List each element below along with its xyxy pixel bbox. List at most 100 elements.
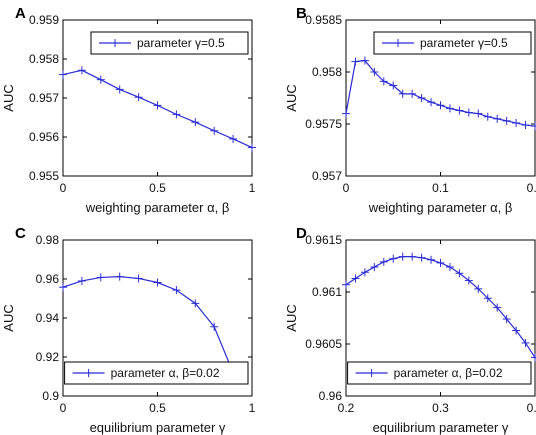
y-tick-label: 0.961 bbox=[312, 285, 342, 299]
data-point bbox=[191, 118, 200, 127]
panel-a: A 0 0.5 1 0.955 0.956 0.957 0.958 0.959 weighting… bbox=[1, 5, 256, 215]
data-point bbox=[370, 263, 379, 272]
data-point bbox=[248, 143, 256, 152]
x-tick-label: 0.3 bbox=[432, 401, 449, 415]
y-axis-label: AUC bbox=[1, 84, 16, 111]
panel-d: D 0.2 0.3 0.4 0.96 0.9605 0.961 0.9615 equilibri… bbox=[284, 225, 536, 435]
x-tick-label: 0.5 bbox=[149, 401, 166, 415]
data-point bbox=[502, 116, 511, 125]
data-point bbox=[96, 75, 105, 84]
data-point bbox=[134, 93, 143, 102]
data-point bbox=[417, 94, 426, 102]
data-point bbox=[531, 122, 536, 131]
data-point bbox=[77, 276, 86, 285]
legend: parameter α, β=0.02 bbox=[347, 361, 532, 385]
y-tick-label: 0.957 bbox=[29, 91, 59, 105]
y-tick-label: 0.958 bbox=[29, 52, 59, 66]
data-point bbox=[370, 68, 379, 76]
data-point bbox=[474, 109, 483, 118]
x-axis-label: weighting parameter α, β bbox=[85, 200, 230, 215]
y-tick-label: 0.958 bbox=[312, 65, 342, 79]
x-tick-label: 0 bbox=[60, 181, 67, 195]
y-tick-label: 0.957 bbox=[312, 169, 342, 183]
data-point bbox=[445, 104, 454, 113]
y-tick-label: 0.959 bbox=[29, 13, 59, 27]
legend-box bbox=[347, 361, 532, 385]
y-tick-label: 0.9615 bbox=[305, 233, 342, 247]
y-tick-label: 0.96 bbox=[319, 389, 343, 403]
data-point bbox=[77, 66, 86, 75]
x-axis-label: weighting parameter α, β bbox=[368, 200, 513, 215]
panel-label: C bbox=[15, 225, 26, 242]
legend-box bbox=[64, 361, 249, 385]
data-point bbox=[408, 89, 417, 98]
legend-label: parameter γ=0.5 bbox=[137, 36, 225, 50]
data-point bbox=[172, 110, 181, 119]
y-tick-label: 0.94 bbox=[36, 311, 60, 325]
data-point bbox=[360, 56, 369, 65]
data-point bbox=[360, 268, 369, 277]
data-point bbox=[521, 121, 530, 130]
data-point bbox=[427, 98, 436, 107]
data-point bbox=[474, 284, 483, 293]
data-point bbox=[512, 326, 521, 335]
panel-label: D bbox=[296, 225, 307, 242]
y-tick-label: 0.9 bbox=[42, 389, 59, 403]
x-tick-label: 0.2 bbox=[527, 181, 536, 195]
legend-box bbox=[373, 31, 532, 55]
data-point bbox=[464, 276, 473, 285]
panel-label: B bbox=[296, 5, 307, 22]
data-point bbox=[153, 101, 162, 110]
data-point bbox=[445, 263, 454, 272]
data-point bbox=[464, 108, 473, 117]
data-point bbox=[455, 269, 464, 278]
data-point bbox=[493, 303, 502, 312]
data-point bbox=[483, 112, 492, 121]
data-point bbox=[229, 134, 238, 143]
data-point bbox=[210, 322, 219, 331]
y-axis-label: AUC bbox=[284, 304, 299, 331]
data-point bbox=[379, 77, 388, 86]
x-tick-label: 1 bbox=[249, 401, 256, 415]
y-axis-label: AUC bbox=[1, 304, 16, 331]
y-tick-label: 0.9575 bbox=[305, 117, 342, 131]
y-tick-label: 0.955 bbox=[29, 169, 59, 183]
data-point bbox=[153, 278, 162, 287]
legend-label: parameter α, β=0.02 bbox=[394, 366, 503, 380]
x-axis-label: equilibrium parameter γ bbox=[90, 420, 226, 435]
x-tick-label: 1 bbox=[249, 181, 256, 195]
data-point bbox=[115, 272, 124, 281]
x-tick-label: 0.1 bbox=[432, 181, 449, 195]
data-point bbox=[521, 338, 530, 347]
data-point bbox=[398, 252, 407, 261]
data-point bbox=[134, 274, 143, 283]
y-tick-label: 0.92 bbox=[36, 350, 60, 364]
y-tick-label: 0.9605 bbox=[305, 337, 342, 351]
data-point bbox=[351, 274, 360, 283]
series-line bbox=[346, 256, 535, 358]
x-tick-label: 0.5 bbox=[149, 181, 166, 195]
legend: parameter γ=0.5 bbox=[373, 31, 532, 55]
x-tick-label: 0.2 bbox=[338, 401, 355, 415]
data-point bbox=[493, 114, 502, 123]
data-point bbox=[115, 85, 124, 94]
y-axis-label: AUC bbox=[284, 84, 299, 111]
data-point bbox=[502, 315, 511, 324]
series-line bbox=[63, 276, 234, 373]
data-point bbox=[417, 253, 426, 262]
x-tick-label: 0 bbox=[60, 401, 67, 415]
data-point bbox=[483, 294, 492, 303]
y-tick-label: 0.9585 bbox=[305, 13, 342, 27]
data-point bbox=[210, 126, 219, 135]
y-tick-label: 0.956 bbox=[29, 130, 59, 144]
data-point bbox=[172, 286, 181, 295]
data-point bbox=[427, 255, 436, 264]
data-point bbox=[436, 258, 445, 267]
data-point bbox=[531, 353, 536, 362]
legend: parameter γ=0.5 bbox=[90, 31, 249, 55]
data-point bbox=[455, 106, 464, 115]
data-point bbox=[512, 118, 521, 127]
data-point bbox=[342, 109, 350, 118]
panel-label: A bbox=[15, 5, 26, 22]
